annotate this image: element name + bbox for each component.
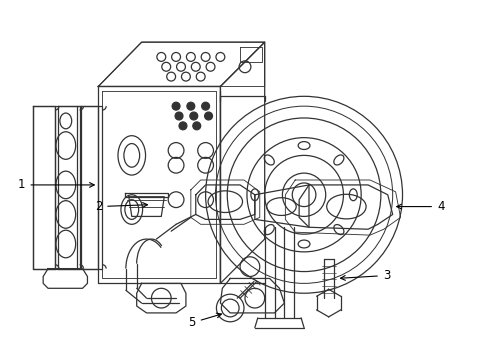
Circle shape bbox=[186, 102, 194, 110]
Circle shape bbox=[175, 112, 183, 120]
Circle shape bbox=[201, 102, 209, 110]
Text: 5: 5 bbox=[188, 313, 221, 329]
Circle shape bbox=[172, 102, 180, 110]
Text: 1: 1 bbox=[18, 179, 94, 192]
Text: 4: 4 bbox=[396, 200, 444, 213]
Circle shape bbox=[192, 122, 200, 130]
Text: 3: 3 bbox=[340, 269, 389, 282]
Circle shape bbox=[189, 112, 197, 120]
Circle shape bbox=[204, 112, 212, 120]
Circle shape bbox=[179, 122, 186, 130]
Text: 2: 2 bbox=[95, 200, 147, 213]
